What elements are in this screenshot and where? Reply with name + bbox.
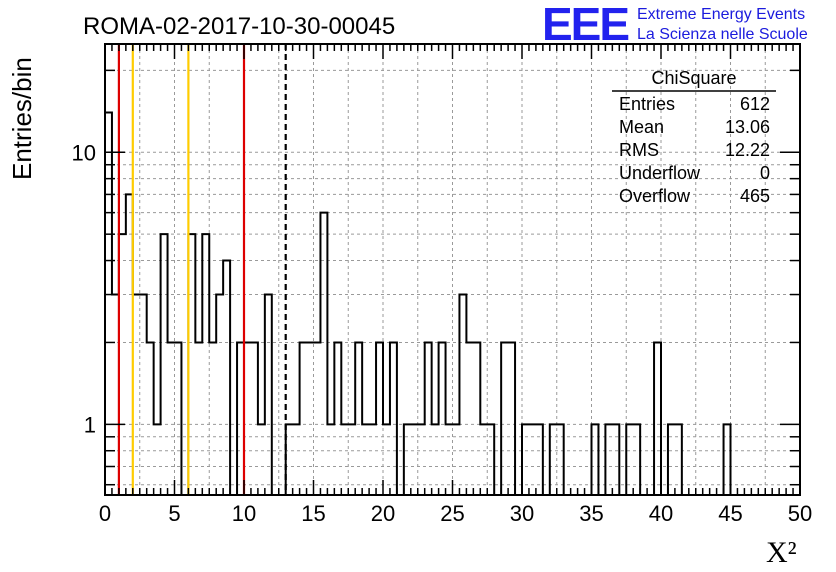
histogram-outline — [105, 111, 800, 496]
histogram-bin — [147, 342, 154, 495]
histogram-bin — [307, 342, 314, 495]
histogram-bin — [105, 113, 112, 495]
x-tick-label: 50 — [788, 501, 812, 526]
x-tick-label: 30 — [510, 501, 534, 526]
eee-logo-mark: EEE — [542, 0, 628, 50]
histogram-bin — [508, 342, 515, 495]
histogram-bin — [195, 342, 202, 495]
stats-value: 12.22 — [725, 140, 770, 160]
histogram-bin — [473, 342, 480, 495]
x-axis-label: X² — [766, 536, 797, 569]
stats-label: Underflow — [619, 163, 701, 183]
stats-label: Overflow — [619, 186, 691, 206]
y-tick-label: 1 — [84, 412, 96, 437]
x-tick-label: 5 — [168, 501, 180, 526]
histogram-bin — [314, 342, 321, 495]
histogram-bin — [654, 342, 661, 495]
stats-label: RMS — [619, 140, 659, 160]
x-tick-label: 15 — [301, 501, 325, 526]
histogram-bin — [355, 342, 362, 495]
stats-title: ChiSquare — [651, 68, 736, 88]
histogram-bin — [140, 295, 147, 495]
stats-value: 13.06 — [725, 117, 770, 137]
histogram-bin — [466, 342, 473, 495]
x-tick-label: 20 — [371, 501, 395, 526]
histogram-bin — [501, 342, 508, 495]
stats-box: ChiSquare Entries 612 Mean 13.06 RMS 12.22 Und… — [612, 68, 776, 206]
x-tick-label: 25 — [440, 501, 464, 526]
histogram-bin — [300, 342, 307, 495]
y-tick-label: 10 — [72, 140, 96, 165]
x-tick-label: 0 — [99, 501, 111, 526]
histogram-bin — [376, 342, 383, 495]
x-axis-ticks: 0 5 10 15 20 25 30 35 40 45 50 — [99, 44, 812, 526]
histogram-bin — [223, 261, 230, 495]
chart-title: ROMA-02-2017-10-30-00045 — [83, 13, 395, 40]
stats-value: 0 — [760, 163, 770, 183]
histogram-bin — [216, 295, 223, 495]
x-tick-label: 40 — [649, 501, 673, 526]
stats-rows: Entries 612 Mean 13.06 RMS 12.22 Underflow 0 Ove… — [619, 94, 770, 206]
stats-label: Mean — [619, 117, 664, 137]
logo-line-2: La Scienza nelle Scuole — [637, 26, 808, 43]
y-axis-ticks: 1 10 — [72, 69, 800, 486]
histogram-bin — [390, 342, 397, 495]
histogram-bin — [265, 295, 272, 495]
y-axis-label: Entries/bin — [7, 57, 37, 180]
histogram-bin — [439, 342, 446, 495]
x-tick-label: 35 — [579, 501, 603, 526]
histogram-bin — [251, 342, 258, 495]
histogram-bin — [320, 213, 327, 495]
histogram-bin — [168, 342, 175, 495]
logo-line-1: Extreme Energy Events — [637, 6, 805, 23]
stats-value: 465 — [740, 186, 770, 206]
histogram-bin — [209, 342, 216, 495]
histogram-bin — [161, 234, 168, 495]
histogram-bin — [334, 342, 341, 495]
histogram-bin — [425, 342, 432, 495]
histogram-bin — [459, 295, 466, 495]
histogram-bin — [202, 234, 209, 495]
histogram-bin — [175, 342, 182, 495]
eee-logo: EEE Extreme Energy Events La Scienza nel… — [542, 0, 808, 50]
x-tick-label: 10 — [232, 501, 256, 526]
x-tick-label: 45 — [718, 501, 742, 526]
stats-value: 612 — [740, 94, 770, 114]
stats-label: Entries — [619, 94, 675, 114]
threshold-markers — [117, 44, 287, 495]
